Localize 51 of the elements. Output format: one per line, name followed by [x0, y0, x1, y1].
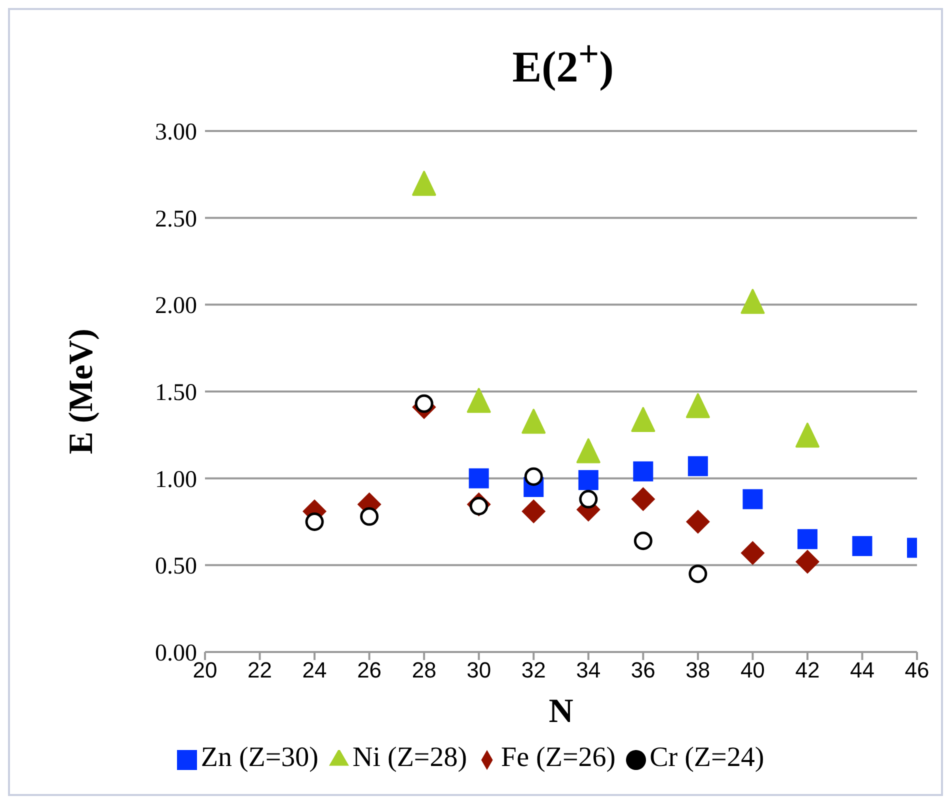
- legend-label: Ni (Z=28): [352, 742, 468, 773]
- chart-title: E(2$^{+}$): [511, 32, 615, 93]
- legend-label: Zn (Z=30): [200, 742, 318, 773]
- point: [468, 468, 489, 488]
- point: [742, 489, 763, 510]
- point: [633, 461, 654, 482]
- point: [576, 438, 600, 464]
- x-tick-label: 36: [630, 658, 656, 683]
- point: [524, 467, 543, 486]
- legend-label: Fe (Z=26): [501, 742, 616, 773]
- y-tick-label: 2.00: [155, 293, 197, 320]
- point: [466, 388, 491, 413]
- point: [631, 487, 656, 512]
- point: [740, 541, 765, 566]
- point: [578, 470, 598, 490]
- y-tick-label: 1.50: [155, 380, 197, 406]
- x-tick-label: 38: [686, 658, 710, 683]
- point: [686, 393, 710, 418]
- point: [795, 550, 820, 574]
- y-tick-label: 3.00: [155, 120, 197, 146]
- x-tick-label: 44: [850, 658, 874, 683]
- point: [740, 288, 765, 314]
- point: [631, 407, 656, 432]
- x-tick-label: 34: [576, 658, 601, 683]
- y-tick-label: 1.00: [155, 466, 197, 493]
- point: [414, 394, 434, 413]
- x-tick-label: 40: [740, 658, 765, 683]
- x-tick-label: 26: [357, 658, 382, 683]
- point: [852, 536, 872, 556]
- x-tick-label: 46: [904, 658, 930, 683]
- point: [795, 422, 820, 448]
- y-axis-title: E (MeV): [63, 328, 100, 454]
- y-tick-label: 0.50: [155, 554, 197, 580]
- point: [686, 510, 710, 534]
- point: [305, 512, 324, 531]
- point: [412, 170, 436, 196]
- x-tick-label: 24: [302, 658, 327, 683]
- x-tick-label: 28: [412, 658, 436, 683]
- point: [360, 507, 379, 526]
- point: [522, 499, 546, 524]
- legend-label: Cr (Z=24): [650, 742, 764, 773]
- x-tick-label: 30: [466, 658, 492, 683]
- point: [579, 490, 598, 508]
- point: [797, 529, 818, 550]
- y-tick-label: 2.50: [155, 206, 197, 232]
- x-tick-label: 32: [521, 658, 546, 683]
- x-axis-title: N: [548, 693, 574, 730]
- point: [688, 456, 708, 476]
- x-tick-label: 42: [795, 658, 820, 683]
- x-tick-label: 22: [248, 658, 272, 683]
- point: [522, 408, 546, 434]
